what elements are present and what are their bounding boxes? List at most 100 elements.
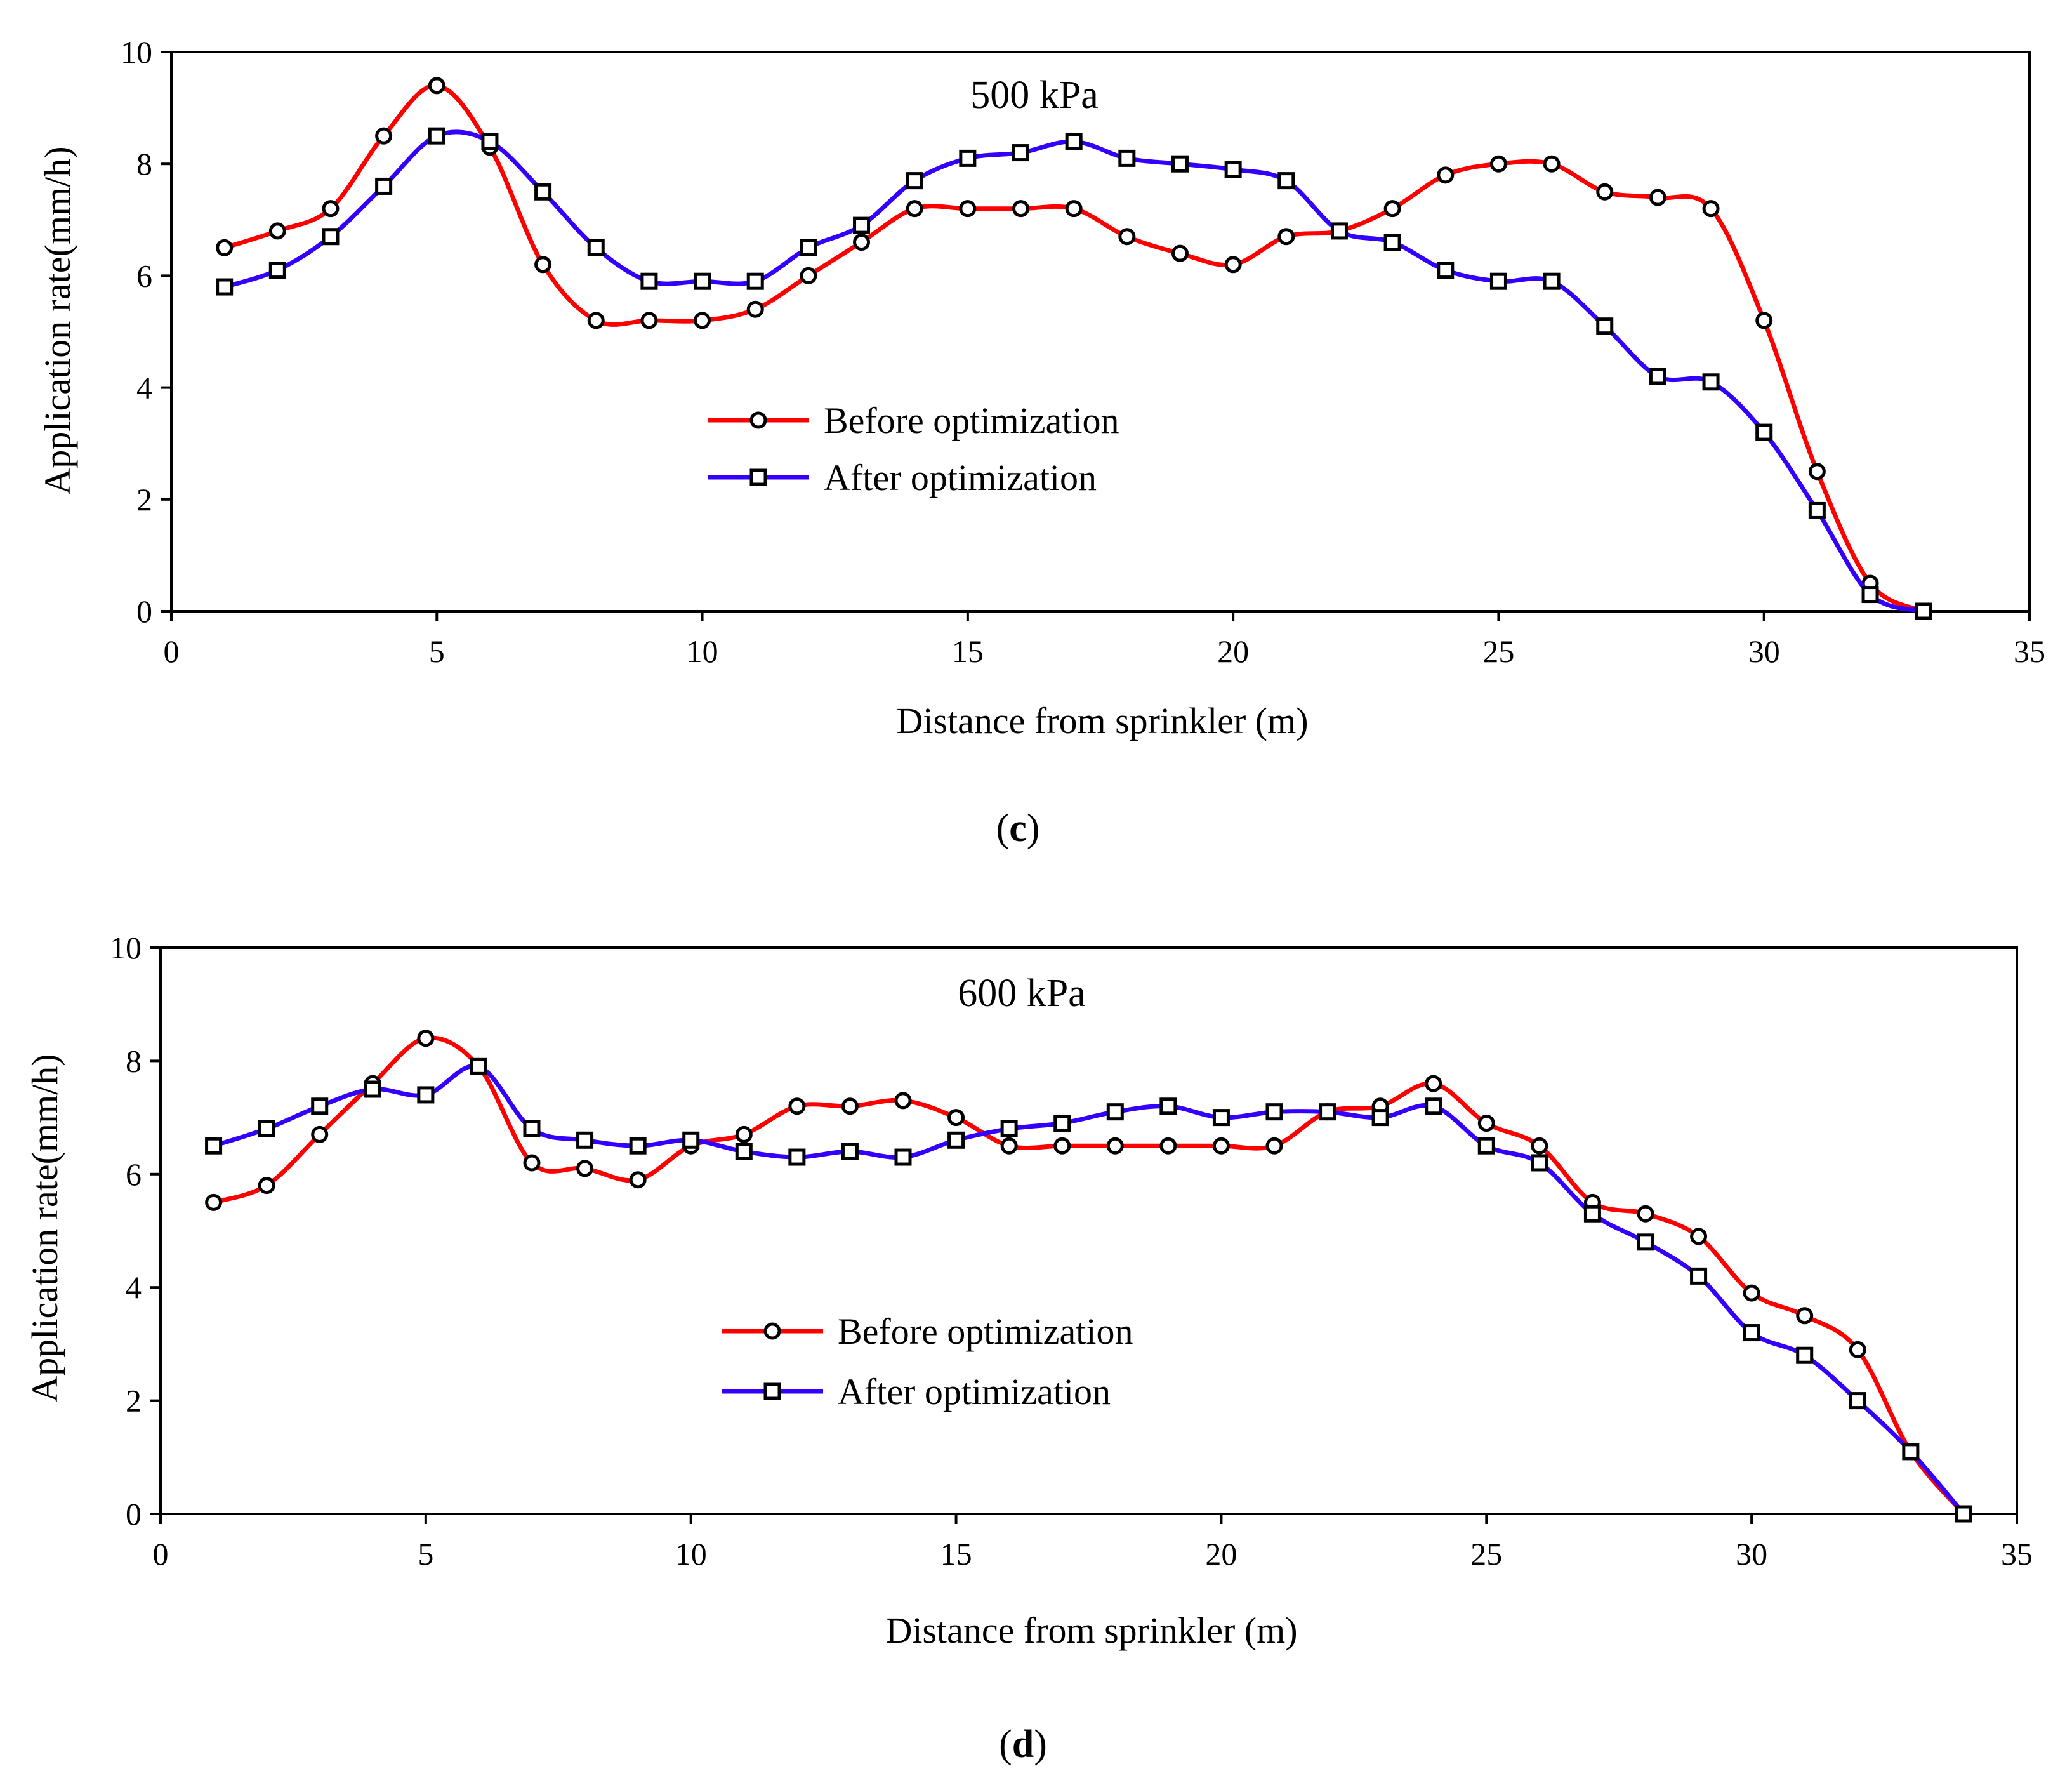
y-tick-label: 10 bbox=[110, 930, 142, 965]
data-point-after bbox=[746, 272, 764, 290]
data-point-after bbox=[1383, 234, 1401, 251]
data-point-after bbox=[947, 1131, 965, 1149]
data-point-before bbox=[694, 312, 711, 329]
x-tick-label: 15 bbox=[940, 1536, 972, 1572]
data-point-before bbox=[311, 1125, 329, 1143]
data-point-before bbox=[1796, 1307, 1814, 1325]
x-tick-label: 35 bbox=[2014, 633, 2045, 669]
data-point-after bbox=[906, 172, 923, 190]
legend-marker-after bbox=[763, 1382, 781, 1400]
data-point-before bbox=[205, 1193, 223, 1211]
data-point-before bbox=[216, 239, 234, 256]
data-point-after bbox=[1477, 1137, 1495, 1155]
x-tick-label: 5 bbox=[429, 633, 445, 669]
y-tick-label: 0 bbox=[136, 593, 152, 629]
data-point-before bbox=[1649, 189, 1666, 206]
data-point-before bbox=[841, 1097, 859, 1115]
legend-item-before: Before optimization bbox=[708, 400, 1119, 441]
data-point-before bbox=[322, 200, 340, 218]
data-point-before bbox=[1383, 200, 1401, 218]
data-point-after bbox=[1106, 1103, 1124, 1121]
data-point-before bbox=[746, 300, 764, 318]
data-point-after bbox=[481, 133, 499, 150]
data-point-before bbox=[1808, 463, 1826, 481]
legend-item-after: After optimization bbox=[722, 1371, 1111, 1412]
x-axis: 0 5 10 15 20 25 30 35 bbox=[164, 611, 2045, 669]
data-point-after bbox=[375, 177, 393, 195]
data-point-after bbox=[587, 239, 605, 256]
y-axis: 0 2 4 6 8 10 bbox=[110, 930, 161, 1532]
data-point-after bbox=[428, 127, 445, 145]
data-point-after bbox=[1796, 1346, 1814, 1364]
data-point-before bbox=[534, 256, 552, 274]
data-point-after bbox=[1849, 1392, 1866, 1410]
y-tick-label: 0 bbox=[126, 1496, 142, 1532]
data-point-after bbox=[694, 272, 711, 290]
data-point-before bbox=[1531, 1137, 1548, 1155]
data-point-before bbox=[1690, 1228, 1708, 1245]
plot-border bbox=[170, 51, 2031, 613]
y-axis-label: Application rate(mm/h) bbox=[24, 1054, 65, 1402]
x-tick-label: 25 bbox=[1470, 1536, 1502, 1572]
x-tick-label: 35 bbox=[2001, 1536, 2033, 1572]
data-point-after bbox=[523, 1120, 541, 1137]
x-tick-label: 30 bbox=[1736, 1536, 1767, 1572]
series-after-optimization bbox=[216, 127, 1932, 620]
data-point-after bbox=[841, 1143, 859, 1160]
legend-item-after: After optimization bbox=[708, 457, 1097, 498]
series-layer bbox=[216, 77, 1932, 620]
data-point-after bbox=[1330, 222, 1348, 240]
data-point-before bbox=[1000, 1137, 1018, 1155]
legend-label-before: Before optimization bbox=[824, 400, 1119, 441]
data-point-after bbox=[629, 1137, 647, 1155]
data-point-after bbox=[682, 1131, 700, 1149]
data-point-before bbox=[1212, 1137, 1230, 1155]
data-point-after bbox=[640, 272, 658, 290]
chart-title: 500 kPa bbox=[970, 74, 1099, 117]
data-point-before bbox=[1755, 312, 1773, 329]
data-point-before bbox=[1437, 166, 1455, 184]
data-point-after bbox=[1012, 144, 1030, 162]
y-tick-label: 2 bbox=[126, 1383, 142, 1419]
data-point-after bbox=[1171, 155, 1189, 173]
data-point-after bbox=[1543, 272, 1561, 290]
data-point-after bbox=[470, 1057, 487, 1075]
data-point-after bbox=[1902, 1443, 1920, 1461]
plot-area bbox=[159, 946, 2018, 1515]
data-point-before bbox=[375, 127, 393, 145]
legend-label-after: After optimization bbox=[838, 1371, 1111, 1412]
data-point-before bbox=[1489, 155, 1507, 173]
data-point-after bbox=[1000, 1120, 1018, 1137]
chart-panel-c: 0 2 4 6 8 10 0 5 10 15 20 25 30 35 500 kPa Distance … bbox=[37, 34, 2045, 850]
data-point-after bbox=[800, 239, 817, 256]
data-point-after bbox=[1277, 172, 1295, 190]
data-point-before bbox=[906, 200, 923, 218]
data-point-after bbox=[1425, 1097, 1442, 1115]
data-point-after bbox=[1637, 1233, 1654, 1251]
data-point-before bbox=[1477, 1115, 1495, 1132]
data-point-before bbox=[1171, 244, 1189, 262]
legend-label-before: Before optimization bbox=[838, 1311, 1133, 1352]
data-point-after bbox=[1489, 272, 1507, 290]
data-point-after bbox=[1690, 1267, 1708, 1285]
x-tick-label: 25 bbox=[1482, 633, 1514, 669]
x-axis-label: Distance from sprinkler (m) bbox=[896, 700, 1308, 741]
plot-border bbox=[159, 946, 2018, 1515]
data-point-after bbox=[1118, 149, 1136, 167]
data-point-before bbox=[1425, 1075, 1442, 1092]
data-point-before bbox=[1012, 200, 1030, 218]
x-axis: 0 5 10 15 20 25 30 35 bbox=[153, 1514, 2033, 1572]
data-point-after bbox=[534, 183, 552, 201]
y-tick-label: 8 bbox=[136, 146, 152, 182]
data-point-before bbox=[1118, 228, 1136, 246]
data-point-after bbox=[1702, 373, 1720, 391]
data-point-after bbox=[1437, 262, 1455, 279]
y-axis: 0 2 4 6 8 10 bbox=[121, 34, 171, 629]
legend-marker-before bbox=[749, 411, 767, 429]
y-tick-label: 4 bbox=[136, 370, 152, 406]
data-point-before bbox=[629, 1171, 647, 1189]
data-point-after bbox=[1053, 1115, 1071, 1132]
data-point-after bbox=[1915, 602, 1932, 620]
data-point-before bbox=[894, 1092, 912, 1110]
y-tick-label: 2 bbox=[136, 482, 152, 517]
